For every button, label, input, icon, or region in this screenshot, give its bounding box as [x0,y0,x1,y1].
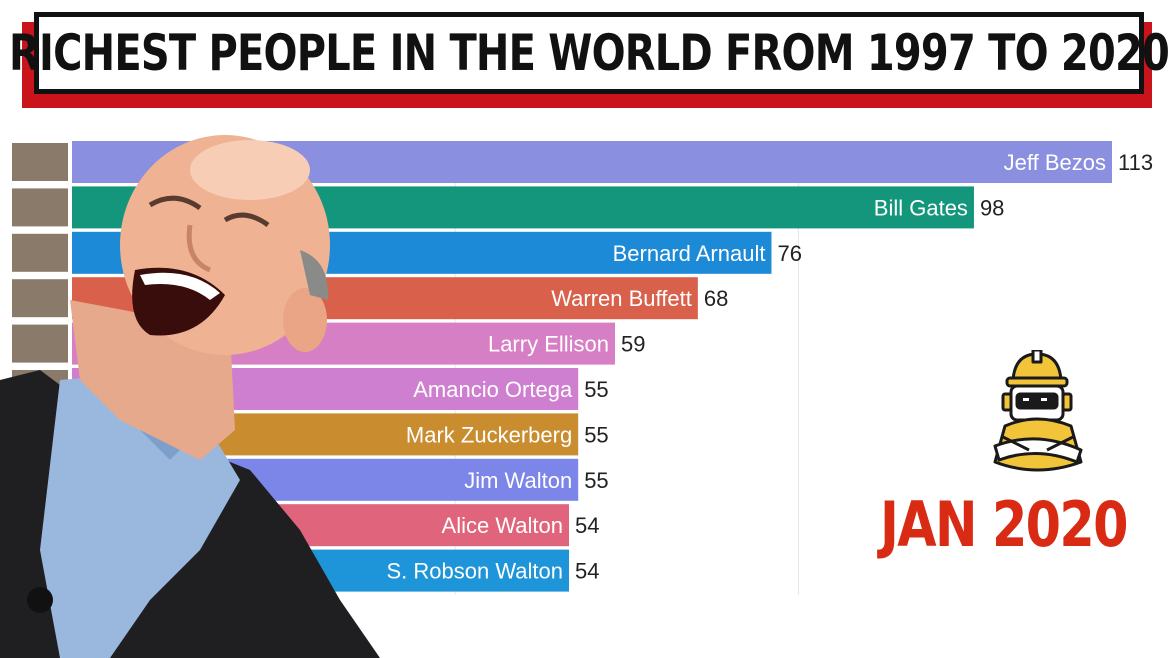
bar-value-label: 55 [584,422,608,447]
bar-name-label: S. Robson Walton [386,559,563,584]
bar-name-label: Bernard Arnault [613,241,766,266]
scalp-highlight [190,140,310,200]
bar-value-label: 59 [621,332,645,357]
ear-shape [283,288,327,352]
bar-name-label: Jeff Bezos [1004,150,1106,175]
portrait-thumbnail [12,324,68,363]
bar-name-label: Amancio Ortega [413,377,573,402]
bar-value-label: 54 [575,559,599,584]
bar-value-label: 98 [980,195,1004,220]
nose [186,224,212,273]
bar-name-label: Warren Buffett [551,286,692,311]
portrait-thumbnail [12,143,68,181]
hair-shape [300,250,329,300]
bar-value-label: 55 [584,468,608,493]
bar-value-label: 55 [584,377,608,402]
bar-name-label: Larry Ellison [488,332,609,357]
robot-mascot-logo [993,350,1083,472]
portrait-thumbnail [12,233,68,272]
bar-value-label: 76 [777,241,801,266]
bar-value-label: 68 [704,286,728,311]
bar-value-label: 54 [575,513,599,538]
right-eye [223,212,270,228]
bar-name-label: Mark Zuckerberg [406,422,572,447]
person-photo [0,135,380,658]
date-label: JAN 2020 [880,488,1129,561]
bar-name-label: Jim Walton [464,468,572,493]
portrait-thumbnail [12,279,68,318]
lapel-mic [27,587,53,613]
page-title: RICHEST PEOPLE IN THE WORLD FROM 1997 TO… [8,24,1170,82]
bar-name-label: Alice Walton [442,513,563,538]
bar-value-label: 113 [1118,150,1153,175]
teeth [140,272,220,300]
title-banner: RICHEST PEOPLE IN THE WORLD FROM 1997 TO… [9,12,1170,94]
portrait-thumbnail [12,188,68,227]
bar-name-label: Bill Gates [874,195,968,220]
left-eye [148,195,202,211]
